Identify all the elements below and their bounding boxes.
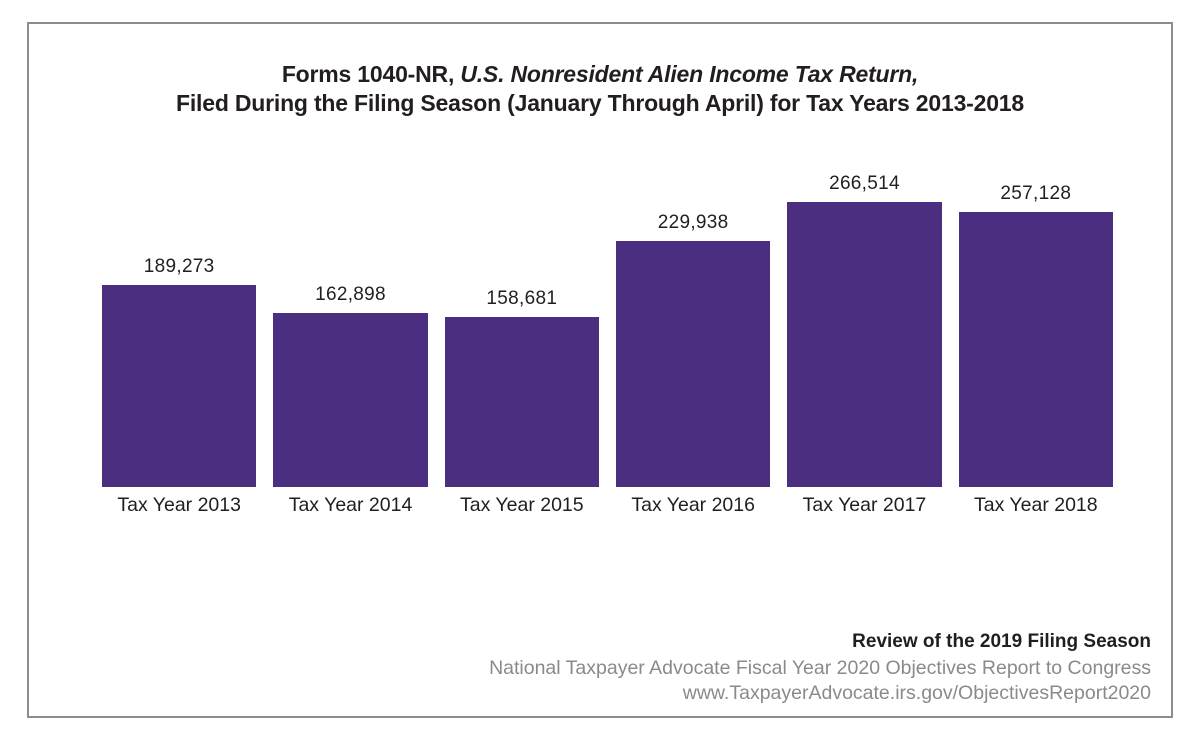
bar-cell: 266,514 xyxy=(787,173,942,487)
x-axis-label: Tax Year 2016 xyxy=(631,494,755,516)
bar-tax-year-2013 xyxy=(102,285,257,487)
bar-chart: 189,273 162,898 158,681 229,938 266,514 257,1… xyxy=(102,168,1113,517)
x-axis-label: Tax Year 2018 xyxy=(974,494,1098,516)
chart-title: Forms 1040-NR, U.S. Nonresident Alien In… xyxy=(29,60,1171,118)
bar-tax-year-2014 xyxy=(273,313,428,487)
bar-cell: 257,128 xyxy=(958,183,1113,487)
source-note-report: National Taxpayer Advocate Fiscal Year 2… xyxy=(489,657,1151,679)
x-axis-label: Tax Year 2013 xyxy=(117,494,241,516)
bar-cell: 158,681 xyxy=(444,288,599,487)
source-note-title: Review of the 2019 Filing Season xyxy=(852,631,1151,652)
x-axis-labels: Tax Year 2013 Tax Year 2014 Tax Year 2015 T… xyxy=(102,494,1113,517)
x-axis-label: Tax Year 2017 xyxy=(802,494,927,516)
figure-frame: Forms 1040-NR, U.S. Nonresident Alien In… xyxy=(27,22,1173,718)
x-axis-label: Tax Year 2015 xyxy=(460,494,584,516)
bar-value-label: 189,273 xyxy=(143,256,215,277)
bar-tax-year-2017 xyxy=(787,202,942,487)
chart-title-line1-italic: U.S. Nonresident Alien Income Tax Return… xyxy=(460,61,919,87)
bar-tax-year-2016 xyxy=(615,241,771,487)
bar-value-label: 229,938 xyxy=(657,212,729,233)
bar-cell: 229,938 xyxy=(615,212,771,487)
bar-value-label: 162,898 xyxy=(315,284,386,305)
bar-value-label: 257,128 xyxy=(1000,183,1072,204)
bar-cell: 189,273 xyxy=(102,256,257,487)
bar-group: 189,273 162,898 158,681 229,938 266,514 257,1… xyxy=(102,168,1113,487)
bar-tax-year-2018 xyxy=(958,212,1113,487)
chart-title-line1-regular: Forms 1040-NR, xyxy=(281,61,461,87)
source-note-url: www.TaxpayerAdvocate.irs.gov/ObjectivesR… xyxy=(682,681,1151,704)
bar-value-label: 158,681 xyxy=(486,288,558,309)
bar-tax-year-2015 xyxy=(444,317,599,487)
bar-value-label: 266,514 xyxy=(829,173,900,194)
chart-title-line2: Filed During the Filing Season (January … xyxy=(176,90,1024,116)
chart-title-line1: Forms 1040-NR, U.S. Nonresident Alien In… xyxy=(29,60,1171,89)
x-axis-label: Tax Year 2014 xyxy=(288,494,413,516)
source-note: Review of the 2019 Filing Season Nationa… xyxy=(489,630,1151,705)
bar-cell: 162,898 xyxy=(273,284,428,487)
